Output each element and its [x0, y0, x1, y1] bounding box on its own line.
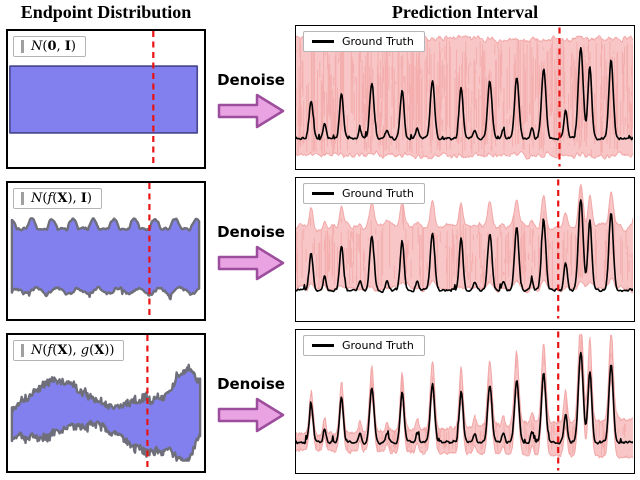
- ground-truth-legend-1: Ground Truth: [303, 31, 425, 52]
- right-arrow-icon: [217, 245, 285, 281]
- endpoint-distribution-plot-2: [10, 183, 201, 318]
- denoise-label-2: Denoise: [217, 223, 285, 241]
- prediction-interval-plot-2: [296, 179, 633, 319]
- prediction-interval-panel-3: Ground Truth: [295, 329, 635, 474]
- figure-rows: N(0, I) Denoise Ground Truth: [0, 24, 640, 480]
- prediction-interval-panel-1: Ground Truth: [295, 25, 635, 170]
- denoise-step-1: Denoise: [212, 24, 290, 176]
- figure-row-3: N(f(X), g(X)) Denoise Ground Truth: [0, 328, 640, 480]
- distribution-legend-3: N(f(X), g(X)): [13, 340, 125, 361]
- title-spacer: [212, 0, 290, 24]
- denoise-step-3: Denoise: [212, 328, 290, 480]
- denoise-step-2: Denoise: [212, 176, 290, 328]
- prediction-interval-plot-1: [296, 27, 633, 167]
- distribution-legend-1: N(0, I): [13, 36, 86, 57]
- endpoint-distribution-plot-3: [10, 335, 202, 470]
- ground-truth-legend-2: Ground Truth: [303, 183, 425, 204]
- distribution-label-1: N(0, I): [31, 39, 76, 54]
- ground-truth-label-1: Ground Truth: [342, 35, 414, 48]
- right-arrow-icon: [217, 93, 285, 129]
- legend-marker-bar-icon: [21, 40, 24, 53]
- endpoint-distribution-panel-3: N(f(X), g(X)): [6, 333, 206, 473]
- column-titles: Endpoint Distribution Prediction Interva…: [0, 0, 640, 24]
- denoise-label-1: Denoise: [217, 71, 285, 89]
- denoise-label-3: Denoise: [217, 375, 285, 393]
- legend-line-marker-icon: [312, 192, 334, 195]
- legend-line-marker-icon: [312, 40, 334, 43]
- figure-row-2: N(f(X), I) Denoise Ground Truth: [0, 176, 640, 328]
- right-arrow-icon: [217, 397, 285, 433]
- figure-row-1: N(0, I) Denoise Ground Truth: [0, 24, 640, 176]
- legend-marker-bar-icon: [21, 344, 24, 357]
- prediction-interval-panel-2: Ground Truth: [295, 177, 635, 322]
- ground-truth-label-2: Ground Truth: [342, 187, 414, 200]
- endpoint-distribution-plot-1: [9, 31, 199, 166]
- right-column-title: Prediction Interval: [391, 2, 539, 22]
- endpoint-distribution-panel-2: N(f(X), I): [6, 181, 206, 321]
- left-column-title: Endpoint Distribution: [20, 2, 192, 22]
- legend-marker-bar-icon: [21, 192, 24, 205]
- endpoint-distribution-panel-1: N(0, I): [6, 29, 206, 169]
- prediction-interval-plot-3: [296, 331, 633, 471]
- distribution-label-2: N(f(X), I): [31, 191, 92, 206]
- legend-line-marker-icon: [312, 344, 334, 347]
- distribution-label-3: N(f(X), g(X)): [31, 343, 115, 358]
- distribution-legend-2: N(f(X), I): [13, 188, 102, 209]
- ground-truth-legend-3: Ground Truth: [303, 335, 425, 356]
- ground-truth-label-3: Ground Truth: [342, 339, 414, 352]
